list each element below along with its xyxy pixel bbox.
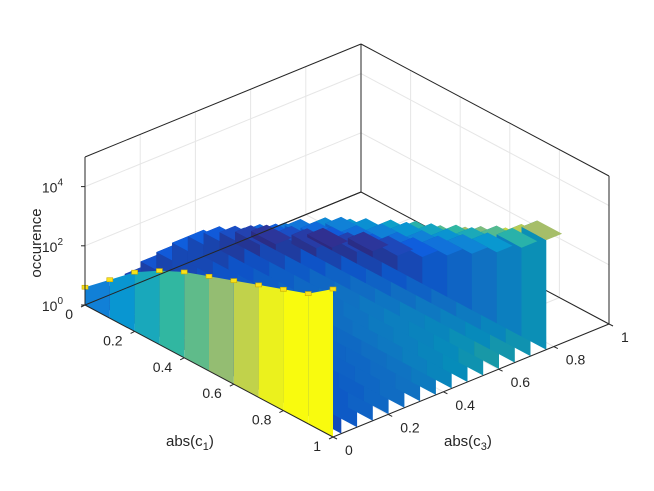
histogram-bar (397, 237, 439, 257)
ridge-point (329, 286, 337, 292)
x-tick-mark (130, 330, 135, 334)
histogram-bar-side (397, 243, 423, 284)
y-tick-mark (498, 368, 503, 372)
y-tick-labels: 0 0.2 0.4 0.6 0.8 1 (332, 323, 629, 458)
x-tick-label: 0.6 (202, 385, 222, 401)
y-tick-mark (443, 391, 448, 395)
ridge-segment (159, 270, 185, 358)
y-tick-label: 0.2 (400, 419, 420, 435)
z-tick-label: 102 (42, 237, 64, 255)
ridge-point (131, 269, 138, 275)
x-tick-label: 0.8 (252, 412, 272, 428)
ridge-segment (85, 279, 110, 319)
ridge-point (304, 291, 312, 296)
histogram-bar-side (235, 231, 260, 257)
x-tick-label: 0.4 (153, 359, 173, 375)
z-tick-labels: 100 102 104 (42, 178, 85, 314)
histogram-bar-side (219, 232, 245, 264)
x-tick-labels: 0 0.2 0.4 0.6 0.8 1 (65, 304, 334, 454)
y-tick-label: 0.6 (511, 374, 531, 390)
ridge-segment (308, 289, 333, 437)
ridge-segment (283, 289, 309, 424)
axes-box-edge (84, 304, 334, 438)
ridge-segment (134, 270, 160, 345)
histogram-bar-side (496, 234, 522, 337)
x-tick-label: 0 (65, 306, 73, 322)
ridge-segment (109, 272, 135, 332)
histogram-bar (307, 227, 348, 248)
x-tick-mark (179, 357, 185, 361)
ridge-segment (258, 284, 284, 411)
ridge-point (280, 286, 287, 292)
x-tick-mark (229, 383, 235, 387)
axes-front-edges (84, 157, 610, 438)
x-tick-mark (328, 436, 334, 440)
x-tick-label: 1 (313, 438, 321, 454)
histogram-bar-side (471, 239, 497, 324)
z-axis-label: occurence (28, 208, 45, 277)
y-tick-mark (608, 323, 614, 327)
ridge-point (255, 282, 262, 288)
histogram-bar (496, 228, 538, 248)
ridge-point (156, 268, 163, 273)
histogram-bar (422, 235, 463, 256)
ridge-point (106, 277, 114, 283)
axes-box-edge (360, 43, 610, 177)
back-wall-grid-line (84, 73, 362, 188)
histogram-bar (471, 232, 513, 253)
back-wall-grid-line (360, 132, 610, 266)
ridge-segment (184, 272, 209, 371)
y-axis-label: abs(c3) (444, 433, 492, 453)
histogram-bar-side (291, 234, 317, 257)
y-tick-label: 1 (621, 329, 629, 345)
z-tick-label: 104 (42, 178, 64, 196)
histogram-bar (521, 220, 563, 241)
z-tick-label: 100 (42, 296, 64, 314)
axes-box-edge (84, 191, 362, 306)
axes-box-edge (84, 43, 362, 158)
back-wall-grid-line (84, 132, 362, 247)
histogram-bar-side (422, 242, 448, 297)
histogram-bar (372, 236, 414, 256)
y-tick-mark (332, 436, 338, 440)
ridge-segment (233, 280, 259, 398)
histogram-bar-side (347, 238, 373, 258)
y-tick-mark (553, 346, 559, 350)
histogram-bar-side (307, 234, 333, 251)
ridge-point (180, 269, 188, 275)
histogram-bar (347, 231, 389, 252)
axes-box-edge (332, 323, 610, 438)
y-tick-label: 0 (345, 442, 353, 458)
histogram-bar-side (251, 231, 276, 251)
histogram-bar (447, 234, 488, 254)
histogram-ridge (81, 268, 337, 437)
histogram-bar (251, 224, 292, 245)
x-axis-label: abs(c1) (166, 433, 214, 453)
histogram-bar-side (447, 240, 472, 311)
histogram-bar-side (521, 226, 547, 350)
ridge-segment (209, 276, 234, 385)
ridge-point (205, 273, 213, 279)
x-tick-mark (279, 410, 284, 414)
ridge-point (230, 278, 238, 283)
histogram-bar-side (372, 242, 398, 271)
y-tick-mark (387, 413, 393, 417)
back-wall-grid-line (360, 73, 610, 207)
y-tick-label: 0.4 (455, 397, 475, 413)
x-tick-label: 0.2 (103, 332, 123, 348)
y-tick-label: 0.8 (566, 352, 586, 368)
